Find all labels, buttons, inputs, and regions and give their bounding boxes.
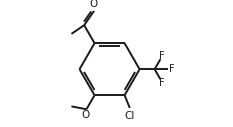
Text: F: F <box>169 64 175 74</box>
Text: O: O <box>90 0 98 9</box>
Text: Cl: Cl <box>125 111 135 121</box>
Text: O: O <box>82 110 90 120</box>
Text: F: F <box>158 51 164 61</box>
Text: F: F <box>158 78 164 88</box>
